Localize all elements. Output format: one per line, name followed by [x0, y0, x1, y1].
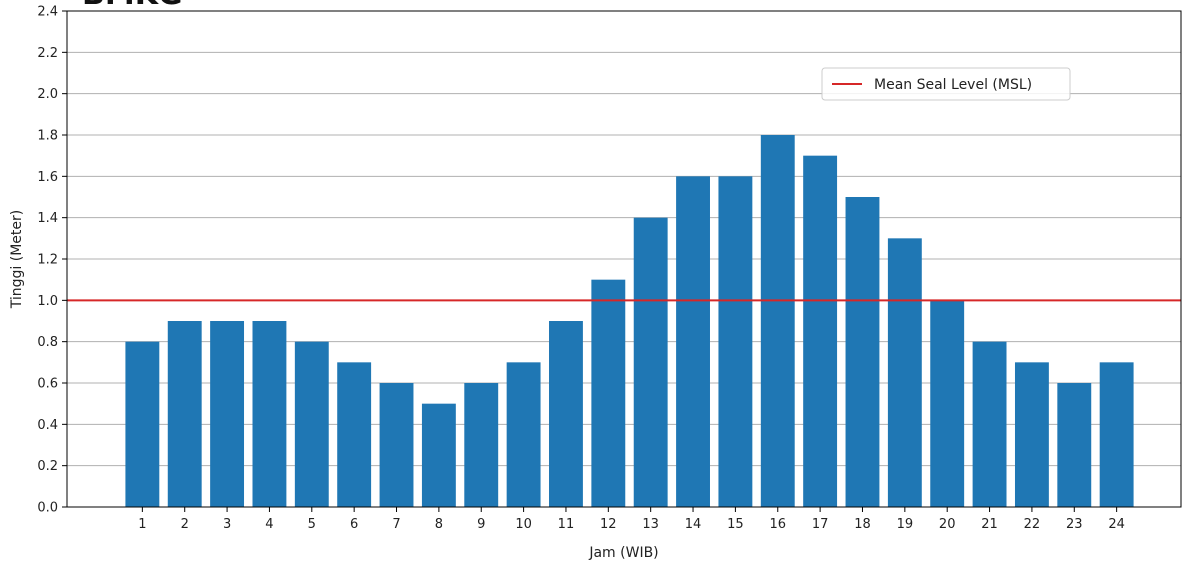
bar: [252, 321, 287, 507]
y-tick-label: 1.0: [37, 294, 58, 309]
bar-series: [125, 135, 1134, 508]
x-tick-label: 17: [812, 517, 829, 532]
bar: [887, 238, 922, 508]
legend: Mean Seal Level (MSL): [821, 67, 1071, 101]
y-tick-label: 0.2: [37, 459, 58, 474]
bar: [1014, 362, 1049, 507]
x-tick-label: 18: [854, 517, 871, 532]
x-tick-label: 3: [223, 517, 231, 532]
x-axis-label: Jam (WIB): [588, 545, 658, 561]
axes: 0.0 0.2 0.4 0.6 0.8 1.0 1.2 1.4 1.6 1.8 2.0 2.2 2.4 1…: [37, 5, 1182, 532]
y-axis-label: Tinggi (Meter): [9, 210, 25, 309]
bar: [379, 383, 414, 507]
x-tick-label: 9: [477, 517, 485, 532]
x-tick-label: 7: [392, 517, 400, 532]
x-tick-label: 19: [897, 517, 914, 532]
x-tick-label: 21: [981, 517, 998, 532]
bar: [421, 403, 456, 507]
x-tick-label: 23: [1066, 517, 1083, 532]
bar: [845, 197, 880, 507]
y-tick-label: 2.2: [37, 46, 58, 61]
y-tick-label: 1.8: [37, 129, 58, 144]
bar: [760, 135, 795, 507]
bar: [1099, 362, 1134, 507]
x-tick-label: 4: [265, 517, 273, 532]
x-tick-label: 22: [1024, 517, 1041, 532]
bar: [633, 217, 668, 507]
y-tick-label: 0.4: [37, 418, 58, 433]
bar: [506, 362, 541, 507]
y-tick-label: 1.4: [37, 211, 58, 226]
bar: [972, 341, 1007, 507]
x-tick-label: 10: [515, 517, 532, 532]
y-tick-label: 0.8: [37, 335, 58, 350]
y-tick-label: 0.6: [37, 377, 58, 392]
x-tick-label: 15: [727, 517, 744, 532]
bar: [591, 279, 626, 507]
x-tick-label: 14: [685, 517, 702, 532]
bar: [464, 383, 499, 507]
y-tick-label: 2.4: [37, 5, 58, 20]
bar: [676, 176, 710, 508]
y-tick-label: 1.2: [37, 253, 58, 268]
bar: [294, 341, 329, 507]
bar: [210, 321, 245, 507]
plot-frame: [66, 10, 1182, 508]
bar: [125, 341, 160, 507]
bar: [337, 362, 372, 507]
bar: [549, 321, 583, 507]
x-tick-label: 8: [435, 517, 443, 532]
x-tick-label: 24: [1108, 517, 1125, 532]
bar: [803, 155, 838, 507]
y-tick-label: 0.0: [37, 501, 58, 516]
x-tick-label: 13: [642, 517, 659, 532]
x-tick-label: 2: [181, 517, 189, 532]
bar: [167, 321, 202, 507]
legend-label: Mean Seal Level (MSL): [874, 77, 1032, 93]
bmkg-logo-text: BMKG: [82, 0, 183, 12]
x-tick-label: 12: [600, 517, 617, 532]
bar: [718, 176, 753, 508]
legend-box: [821, 67, 1071, 101]
bar: [930, 300, 965, 507]
x-tick-label: 6: [350, 517, 358, 532]
bar: [1057, 383, 1092, 507]
x-tick-label: 16: [769, 517, 786, 532]
x-tick-label: 1: [138, 517, 146, 532]
x-tick-label: 11: [558, 517, 575, 532]
x-tick-label: 5: [308, 517, 316, 532]
x-tick-label: 20: [939, 517, 956, 532]
y-tick-label: 2.0: [37, 87, 58, 102]
y-tick-label: 1.6: [37, 170, 58, 185]
